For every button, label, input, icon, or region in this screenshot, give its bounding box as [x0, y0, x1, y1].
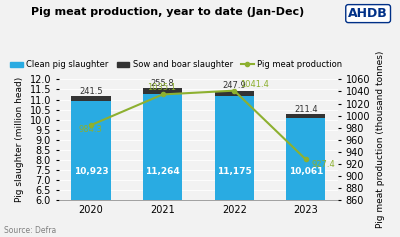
Bar — [143, 88, 182, 94]
Text: 255.8: 255.8 — [151, 79, 174, 88]
Bar — [214, 91, 254, 96]
Text: AHDB: AHDB — [348, 7, 388, 20]
Bar — [214, 96, 254, 237]
Text: 11,264: 11,264 — [145, 167, 180, 176]
Y-axis label: Pig meat production (thousand tonnes): Pig meat production (thousand tonnes) — [376, 51, 385, 228]
Text: 11,175: 11,175 — [217, 167, 252, 176]
Y-axis label: Pig slaughter (million head): Pig slaughter (million head) — [15, 77, 24, 202]
Text: 241.5: 241.5 — [79, 87, 103, 96]
Bar — [71, 101, 111, 237]
Bar — [143, 94, 182, 237]
Bar — [286, 118, 326, 237]
Legend: Clean pig slaughter, Sow and boar slaughter, Pig meat production: Clean pig slaughter, Sow and boar slaugh… — [7, 57, 345, 73]
Text: 10,923: 10,923 — [74, 167, 108, 176]
Text: 984.3: 984.3 — [78, 125, 102, 134]
Text: 247.9: 247.9 — [222, 81, 246, 90]
Text: 1035.1: 1035.1 — [147, 83, 176, 92]
Text: Pig meat production, year to date (Jan-Dec): Pig meat production, year to date (Jan-D… — [31, 7, 305, 17]
Bar — [286, 114, 326, 118]
Text: 927.4: 927.4 — [312, 160, 335, 169]
Text: 10,061: 10,061 — [289, 167, 323, 176]
Text: Source: Defra: Source: Defra — [4, 226, 56, 235]
Text: 1041.4: 1041.4 — [240, 80, 269, 89]
Text: 211.4: 211.4 — [294, 105, 318, 114]
Bar — [71, 96, 111, 101]
